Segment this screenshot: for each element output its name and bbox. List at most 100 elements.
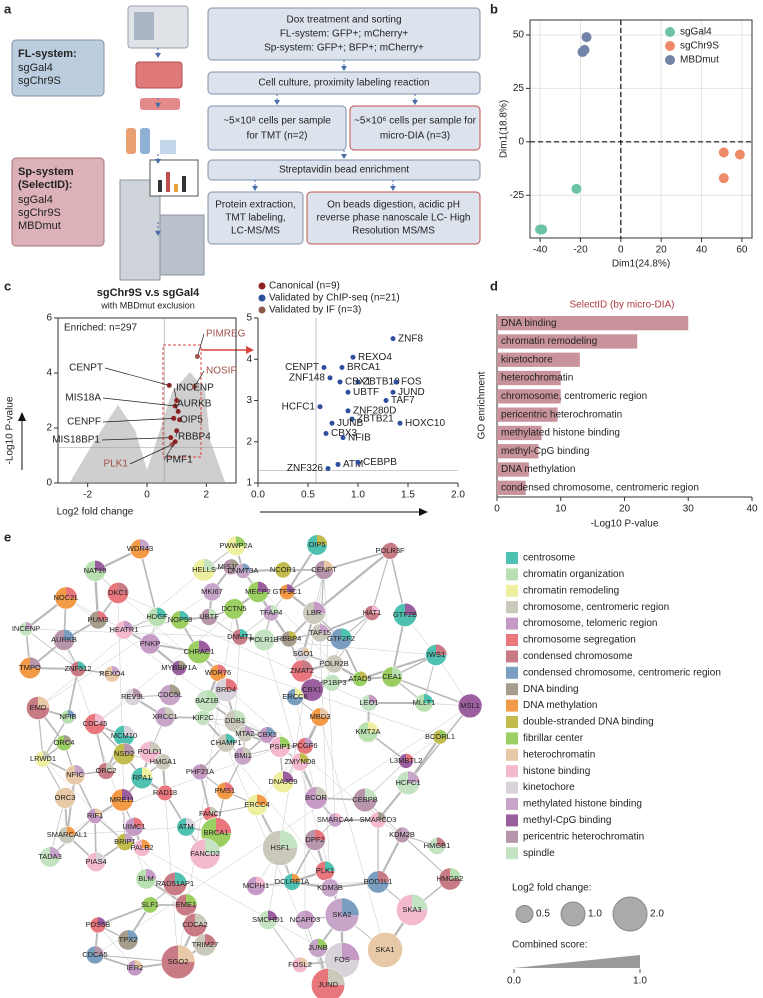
- flow-text: Streptavidin bead enrichment: [279, 165, 409, 176]
- legend-swatch: [506, 683, 518, 696]
- legend-label: sgGal4: [680, 27, 712, 38]
- point-label: BRCA1: [347, 362, 381, 373]
- network-node-slice: [258, 581, 269, 592]
- flow-text: reverse phase nanoscale LC- High: [317, 213, 471, 224]
- node-label: POLR2B: [319, 659, 349, 668]
- node-label: LRWD1: [30, 754, 56, 763]
- network-node-slice: [65, 787, 76, 798]
- flow-text: Dox treatment and sorting: [286, 15, 401, 26]
- network-node-slice: [66, 586, 78, 598]
- legend-label: chromosome, telomeric region: [523, 618, 658, 629]
- monitor-bar: [174, 184, 178, 192]
- node-label: IWS1: [427, 650, 445, 659]
- network-edge: [67, 668, 79, 718]
- network-edge: [333, 612, 373, 665]
- y-tick-label: 4: [246, 354, 252, 365]
- panel-label: b: [490, 1, 498, 16]
- lc-ms: [119, 179, 161, 281]
- node-label: UIMC1: [122, 822, 145, 831]
- node-label: HDGF: [146, 612, 168, 621]
- x-tick-label: 0.5: [301, 490, 315, 501]
- zoom-point: [345, 408, 351, 414]
- network-node-slice: [436, 644, 447, 655]
- network-node-slice: [470, 694, 482, 706]
- y-tick-label: 50: [513, 30, 525, 41]
- network-node-slice: [204, 558, 216, 570]
- x-tick-label: 20: [619, 504, 631, 515]
- network-node-slice: [289, 631, 297, 639]
- point-label: PIMREG: [206, 329, 246, 340]
- legend-label: histone binding: [523, 766, 590, 777]
- node-label: HMGA1: [150, 757, 177, 766]
- network-node-slice: [178, 945, 195, 962]
- node-label: NOP58: [168, 615, 193, 624]
- node-label: DDB1: [225, 716, 245, 725]
- node-label: POLR3F: [375, 546, 405, 555]
- node-label: HEATR1: [109, 625, 138, 634]
- network-edge: [97, 904, 151, 926]
- point-label: AURKB: [177, 399, 212, 410]
- network-node-slice: [118, 582, 129, 593]
- zoom-point: [397, 420, 403, 426]
- size-legend-label: 0.5: [536, 909, 550, 920]
- flow-text: Protein extraction,: [215, 200, 296, 211]
- score-tick-label: 0.0: [507, 976, 521, 987]
- node-label: BCORL1: [425, 732, 455, 741]
- network-node-slice: [205, 838, 221, 854]
- node-label: LEO1: [359, 698, 378, 707]
- network-node-slice: [226, 678, 238, 690]
- lc-ms: [159, 214, 205, 276]
- node-label: KMT2A: [355, 727, 380, 736]
- network-node-slice: [231, 559, 239, 567]
- zoom-point: [329, 420, 335, 426]
- network-node-slice: [268, 910, 278, 920]
- legend-swatch: [506, 552, 518, 564]
- network-node-slice: [150, 634, 160, 644]
- x-axis-label: Log2 fold change: [57, 507, 134, 518]
- node-label: KIF2C: [192, 713, 214, 722]
- node-label: TAF15: [309, 628, 331, 637]
- point-label: MIS18BP1: [52, 435, 100, 446]
- point-label: ZBTB21: [357, 414, 394, 425]
- legend-swatch: [506, 716, 518, 728]
- network-node-slice: [324, 560, 334, 570]
- flow-text: FL-system: GFP+; mCherry+: [280, 29, 409, 40]
- bar-label: chromosome, centromeric region: [501, 391, 647, 402]
- node-label: DCTN5: [221, 604, 246, 613]
- network-node-slice: [216, 817, 232, 833]
- point-label: PMF1: [166, 455, 193, 466]
- x-tick-label: -2: [83, 490, 92, 501]
- volcano-point: [194, 354, 200, 359]
- network-node-slice: [50, 846, 61, 857]
- point-label: ZNF148: [289, 372, 326, 383]
- network-node-slice: [369, 694, 378, 703]
- network-edge: [323, 569, 336, 821]
- node-label: SMARCA4: [317, 815, 353, 824]
- node-label: SMARCAL1: [47, 830, 87, 839]
- node-label: MLLT1: [413, 698, 436, 707]
- point-label: ZNF8: [398, 333, 423, 344]
- zoom-point: [355, 379, 361, 385]
- node-label: MCPH1: [243, 881, 269, 890]
- node-label: MTA2: [235, 729, 254, 738]
- flow-text: sgChr9S: [18, 207, 61, 219]
- flow-box: [349, 105, 481, 151]
- network-node-slice: [175, 872, 187, 884]
- network-node-slice: [124, 725, 135, 736]
- legend-label: condensed chromosome, centromeric region: [523, 667, 721, 678]
- zoom-point: [355, 459, 361, 465]
- node-label: NSD2: [114, 749, 134, 758]
- network-node-slice: [234, 598, 245, 609]
- flow-arrowhead: [341, 66, 347, 71]
- network-node-slice: [67, 826, 76, 835]
- point-label: CENPF: [67, 417, 101, 428]
- network-node-slice: [240, 629, 248, 637]
- leader-line: [102, 418, 174, 423]
- flow-arrowhead: [155, 103, 161, 108]
- x-axis-label: -Log10 P-value: [591, 519, 659, 530]
- size-legend-circle: [515, 905, 534, 923]
- network-edge: [255, 881, 379, 887]
- legend-label: spindle: [523, 848, 555, 859]
- node-label: ORC3: [55, 793, 76, 802]
